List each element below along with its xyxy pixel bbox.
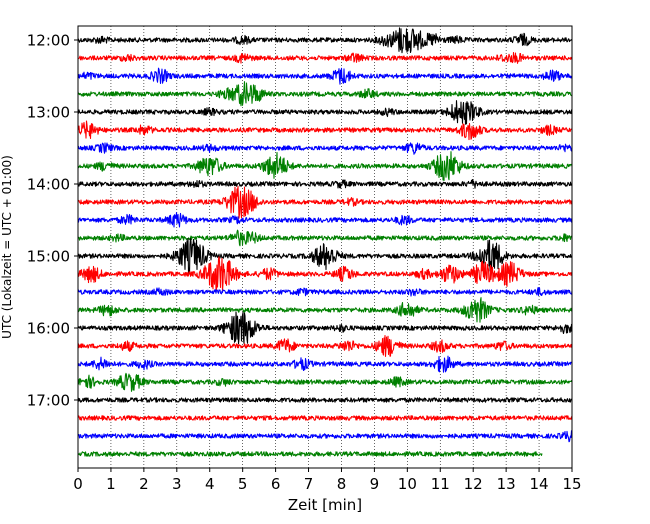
x-tick-label: 5 [238, 475, 248, 493]
x-tick-label: 1 [106, 475, 116, 493]
x-tick-label: 0 [73, 475, 83, 493]
seismic-trace [77, 100, 573, 125]
y-tick-label: 13:00 [27, 104, 70, 122]
seismic-trace [77, 335, 573, 357]
x-axis-ticks: 0 1 2 3 4 5 6 7 8 9 10 11 12 13 14 15 [73, 468, 582, 493]
x-tick-label: 8 [337, 475, 347, 493]
seismic-trace [77, 397, 573, 403]
seismic-trace [77, 142, 573, 155]
seismic-trace [77, 229, 573, 247]
seismic-trace [77, 297, 573, 323]
seismic-trace [77, 355, 573, 373]
seismic-trace [77, 372, 573, 392]
seismic-trace [77, 52, 573, 64]
seismic-trace [77, 287, 573, 297]
x-tick-label: 3 [172, 475, 182, 493]
y-tick-label: 17:00 [27, 392, 70, 410]
seismic-trace [77, 179, 573, 189]
x-tick-label: 4 [205, 475, 215, 493]
x-tick-label: 6 [271, 475, 281, 493]
seismic-traces [77, 27, 573, 457]
x-tick-label: 9 [370, 475, 380, 493]
seismic-trace [77, 67, 573, 85]
plot-frame [77, 25, 573, 469]
seismic-trace [77, 212, 573, 228]
seismic-trace [77, 185, 573, 219]
seismic-trace [77, 81, 573, 107]
seismic-trace [77, 256, 573, 292]
y-tick-label: 16:00 [27, 320, 70, 338]
x-tick-label: 10 [398, 475, 417, 493]
seismic-trace [77, 415, 573, 421]
x-axis-label: Zeit [min] [288, 496, 362, 514]
x-tick-label: 11 [431, 475, 450, 493]
seismic-trace [77, 238, 573, 275]
y-axis-ticks: 12:00 13:00 14:00 15:00 16:00 17:00 [27, 32, 78, 410]
seismic-trace [77, 451, 543, 457]
seismic-trace [77, 311, 573, 345]
x-tick-label: 14 [530, 475, 549, 493]
x-tick-label: 13 [497, 475, 516, 493]
seismic-trace [77, 151, 573, 182]
seismic-trace [77, 27, 573, 54]
seismic-trace [77, 430, 573, 443]
y-tick-label: 14:00 [27, 176, 70, 194]
x-tick-label: 12 [464, 475, 483, 493]
y-tick-label: 15:00 [27, 248, 70, 266]
x-tick-label: 15 [562, 475, 581, 493]
y-tick-label: 12:00 [27, 32, 70, 50]
y-axis-label: UTC (Lokalzeit = UTC + 01:00) [0, 155, 14, 339]
x-tick-label: 2 [139, 475, 149, 493]
x-tick-label: 7 [304, 475, 314, 493]
seismic-trace [77, 120, 573, 141]
